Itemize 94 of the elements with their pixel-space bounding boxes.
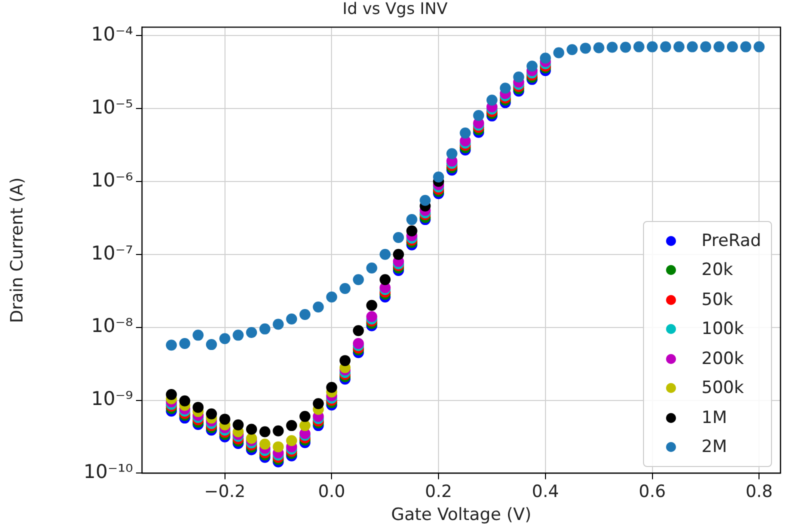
point: [500, 82, 511, 94]
point: [392, 248, 404, 260]
point: [392, 232, 404, 244]
point: [299, 308, 310, 320]
x-tick-label: 0.8: [746, 482, 773, 502]
point: [754, 41, 765, 52]
point: [326, 292, 338, 303]
point: [352, 325, 364, 336]
point: [206, 339, 217, 350]
x-tick-label: 0.4: [532, 482, 559, 502]
point: [714, 41, 725, 52]
legend-label: 500k: [702, 378, 744, 398]
legend-label: 100k: [702, 319, 744, 340]
point: [606, 42, 618, 53]
x-tick-label: 0.6: [638, 482, 666, 502]
x-tick-label: 0.2: [425, 482, 452, 502]
point: [420, 194, 431, 206]
legend-label: 2M: [702, 437, 727, 458]
point: [246, 432, 258, 444]
legend-label: 1M: [702, 408, 727, 428]
point: [620, 42, 632, 53]
point: [246, 424, 258, 435]
point: [326, 382, 338, 393]
legend-label: 50k: [702, 290, 733, 310]
point: [366, 300, 378, 311]
point: [646, 41, 658, 52]
point: [272, 425, 284, 436]
point: [726, 41, 738, 52]
point: [406, 225, 418, 236]
point: [192, 330, 204, 341]
x-axis-title: Gate Voltage (V): [391, 505, 532, 526]
y-tick-label: 10⁻⁵: [91, 96, 133, 118]
point: [593, 42, 604, 54]
point: [299, 410, 310, 422]
point: [380, 274, 391, 286]
point: [352, 274, 364, 286]
point: [259, 426, 270, 438]
y-tick-label: 10⁻⁶: [91, 169, 133, 192]
point: [286, 435, 298, 446]
point: [566, 44, 578, 56]
point: [259, 438, 270, 450]
point: [433, 171, 444, 182]
point: [673, 41, 684, 52]
point: [553, 47, 564, 58]
point: [526, 60, 538, 72]
point: [312, 301, 324, 312]
y-tick-label: 10⁻⁸: [91, 315, 133, 338]
legend-label: 20k: [702, 260, 733, 280]
point: [580, 42, 591, 54]
y-tick-label: 10⁻⁷: [91, 242, 133, 264]
point: [179, 338, 190, 349]
y-tick-label: 10⁻⁴: [91, 23, 134, 46]
point: [286, 313, 298, 324]
point: [179, 395, 190, 406]
legend-label: 200k: [702, 348, 744, 369]
point: [513, 71, 524, 82]
point: [192, 402, 204, 413]
point: [232, 330, 244, 341]
point: [166, 340, 177, 351]
point: [340, 355, 351, 366]
point: [486, 94, 498, 106]
point: [272, 441, 284, 452]
point: [660, 41, 672, 52]
point: [219, 414, 230, 425]
point: [286, 420, 298, 432]
point: [272, 318, 284, 330]
point: [312, 398, 324, 410]
x-tick-label: 0.0: [318, 482, 346, 502]
point: [352, 338, 364, 349]
point: [700, 41, 712, 52]
point: [206, 408, 217, 420]
point: [446, 148, 458, 160]
y-tick-label: 10⁻⁹: [91, 388, 133, 410]
y-tick-label: 10⁻¹⁰: [84, 461, 133, 484]
point: [633, 41, 644, 52]
point: [460, 128, 471, 139]
point: [366, 262, 378, 274]
x-tick-label: −0.2: [204, 482, 246, 502]
legend-label: PreRad: [702, 230, 762, 251]
point: [232, 419, 244, 430]
point: [740, 41, 752, 52]
point: [259, 323, 270, 334]
point: [406, 214, 418, 226]
point: [473, 110, 484, 122]
point: [246, 326, 258, 338]
point: [540, 52, 551, 64]
point: [219, 333, 230, 344]
point: [299, 420, 310, 432]
point: [166, 388, 177, 400]
point: [340, 283, 351, 294]
y-axis-title: Drain Current (A): [8, 177, 28, 323]
chart-title: Id vs Vgs INV: [342, 0, 448, 18]
point: [380, 248, 391, 260]
point: [686, 41, 698, 52]
